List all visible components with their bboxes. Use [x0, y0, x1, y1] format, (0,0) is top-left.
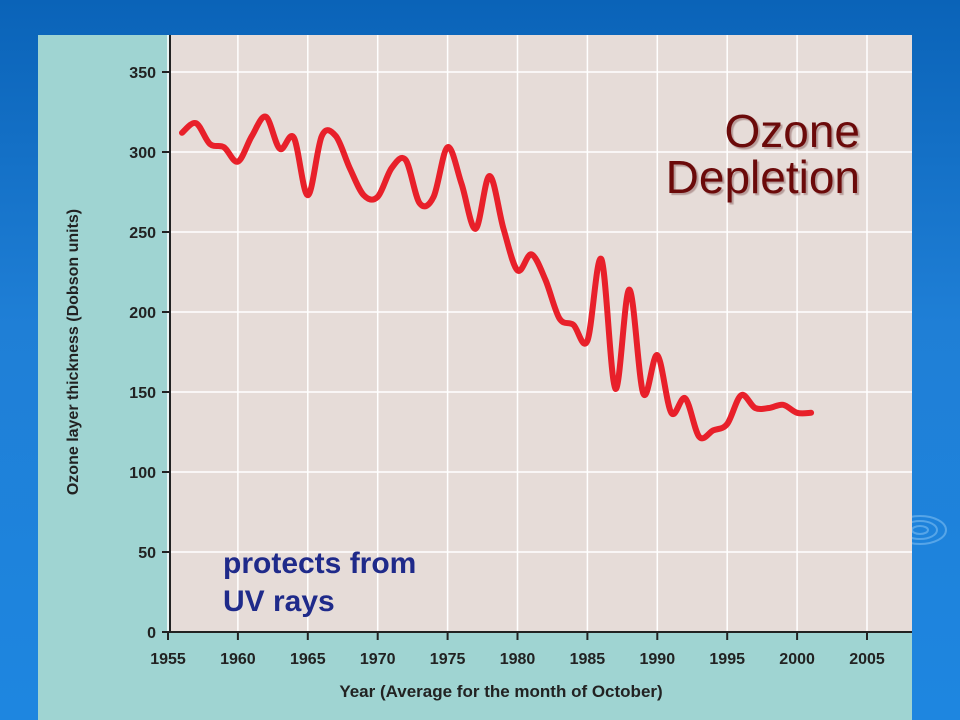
series-layer — [179, 113, 815, 442]
x-tick-label: 1960 — [220, 651, 256, 668]
y-tick-label: 100 — [129, 465, 156, 482]
y-tick-label: 150 — [129, 385, 156, 402]
ozone-line-chart: 0 50 100 150 200 250 300 350 1955 1960 1965 1970 197… — [65, 35, 912, 701]
y-tick-label: 50 — [138, 545, 156, 562]
x-tick-label: 1955 — [150, 651, 186, 668]
y-axis-label: Ozone layer thickness (Dobson units) — [65, 209, 82, 495]
x-axis-label: Year (Average for the month of October) — [339, 682, 662, 701]
x-tick-label: 1990 — [640, 651, 676, 668]
axes — [162, 35, 912, 640]
x-tick-label: 1995 — [709, 651, 745, 668]
y-tick-label: 250 — [129, 225, 156, 242]
caption-line-1: protects from — [223, 547, 417, 580]
x-tick-label: 2000 — [779, 651, 815, 668]
x-tick-label: 1980 — [500, 651, 536, 668]
x-tick-label: 1970 — [360, 651, 396, 668]
caption-text: protects from UV rays — [223, 545, 416, 621]
y-tick-label: 300 — [129, 145, 156, 162]
x-tick-label: 1965 — [290, 651, 326, 668]
tick-labels: 0 50 100 150 200 250 300 350 1955 1960 1965 1970 197… — [129, 65, 885, 668]
y-tick-label: 350 — [129, 65, 156, 82]
caption-line-2: UV rays — [223, 585, 335, 618]
x-tick-label: 1975 — [430, 651, 466, 668]
title-line-2: Depletion — [665, 151, 860, 203]
y-tick-label: 0 — [147, 625, 156, 642]
title-line-1: Ozone — [724, 105, 860, 157]
x-tick-label: 1985 — [570, 651, 606, 668]
grid-lines — [167, 35, 912, 633]
slide-title: Ozone Depletion — [666, 108, 860, 200]
series-line-ozone — [179, 113, 815, 442]
chart-panel: 0 50 100 150 200 250 300 350 1955 1960 1965 1970 197… — [38, 35, 912, 720]
y-tick-label: 200 — [129, 305, 156, 322]
x-tick-label: 2005 — [849, 651, 885, 668]
